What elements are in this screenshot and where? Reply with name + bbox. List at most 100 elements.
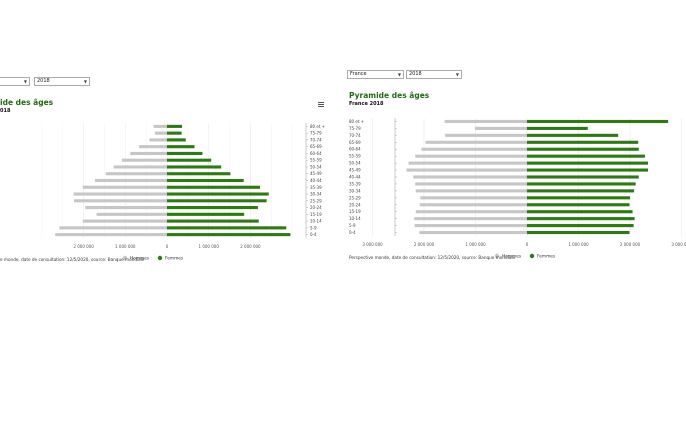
year-select[interactable]: 2018 ▼ — [406, 70, 462, 79]
y-tick-label: 20-24 — [349, 202, 361, 207]
bar-femmes — [167, 185, 260, 189]
bar-femmes — [167, 124, 183, 128]
y-tick-label: 55-59 — [310, 158, 322, 163]
x-tick-label: 3 000 000 — [362, 242, 383, 247]
x-tick-label: 2 000 000 — [620, 242, 641, 247]
y-tick-label: 15-19 — [310, 212, 322, 217]
y-tick-label: 30-34 — [310, 192, 322, 197]
bar-hommes — [415, 182, 527, 186]
bar-femmes — [527, 210, 633, 214]
x-tick-label: 0 — [166, 244, 169, 249]
y-tick-label: 75-79 — [349, 126, 361, 131]
bar-femmes — [527, 217, 635, 221]
caret-down-icon: ▼ — [23, 79, 27, 84]
chart-subtitle: France 2018 — [349, 101, 384, 107]
caret-down-icon: ▼ — [83, 79, 87, 84]
bar-femmes — [527, 189, 635, 193]
bar-hommes — [413, 175, 527, 179]
bar-hommes — [139, 145, 167, 149]
right-chart-panel: France ▼ 2018 ▼ Pyramide des âges France… — [345, 0, 686, 430]
country-select[interactable]: France ▼ — [347, 70, 404, 79]
bar-femmes — [167, 226, 287, 230]
y-tick-label: 5-9 — [310, 225, 317, 230]
y-tick-label: 35-39 — [349, 181, 361, 186]
year-select-value: 2018 — [409, 71, 422, 77]
y-tick-label: 80 et + — [349, 119, 364, 124]
x-tick-label: 3 000 000 — [671, 242, 686, 247]
y-tick-label: 10-14 — [310, 219, 322, 224]
y-tick-label: 65-69 — [310, 144, 322, 149]
bar-hommes — [406, 168, 527, 172]
legend-label-femmes: Femmes — [537, 254, 556, 260]
y-tick-label: 30-34 — [349, 188, 361, 193]
bar-femmes — [527, 154, 645, 158]
year-select[interactable]: 2018 ▼ — [34, 77, 90, 86]
bar-hommes — [130, 151, 167, 155]
x-tick-label: 1 000 000 — [115, 244, 136, 249]
x-tick-label: 1 000 000 — [465, 242, 486, 247]
y-tick-label: 65-69 — [349, 140, 361, 145]
bar-hommes — [113, 165, 167, 169]
year-select-value: 2018 — [37, 78, 50, 84]
bar-femmes — [527, 182, 636, 186]
bar-femmes — [527, 119, 669, 124]
y-tick-label: 15-19 — [349, 209, 361, 214]
bar-femmes — [167, 178, 244, 183]
y-tick-label: 0-4 — [310, 232, 317, 237]
bar-hommes — [59, 226, 167, 230]
bar-femmes — [167, 158, 212, 162]
x-tick-label: 2 000 000 — [240, 244, 261, 249]
bar-femmes — [527, 196, 630, 200]
bar-hommes — [74, 199, 167, 203]
hamburger-menu-icon[interactable] — [318, 102, 324, 109]
bar-hommes — [121, 158, 167, 162]
chart-subtitle: 018 — [0, 108, 11, 114]
legend-label-hommes: Hommes — [502, 254, 522, 260]
y-tick-label: 50-54 — [349, 161, 361, 166]
chart-title: ide des âges — [0, 98, 54, 107]
y-tick-label: 45-49 — [310, 171, 322, 176]
bar-hommes — [474, 126, 527, 130]
y-tick-label: 25-29 — [349, 195, 361, 200]
legend-label-hommes: Hommes — [130, 256, 150, 262]
bar-femmes — [167, 145, 195, 149]
y-tick-label: 50-54 — [310, 164, 322, 169]
bar-hommes — [55, 233, 167, 237]
bar-femmes — [527, 161, 649, 165]
bar-femmes — [167, 233, 291, 237]
bar-femmes — [167, 165, 222, 169]
bar-hommes — [419, 203, 527, 207]
bar-femmes — [527, 203, 630, 207]
chart-caption: Perspective monde, date de consultation:… — [349, 255, 516, 260]
bar-femmes — [527, 133, 619, 137]
bar-femmes — [167, 199, 267, 203]
bar-femmes — [527, 175, 639, 179]
bar-hommes — [94, 178, 167, 183]
y-tick-label: 0-4 — [349, 230, 356, 235]
y-tick-label: 40-44 — [310, 178, 322, 183]
y-tick-label: 70-74 — [310, 137, 322, 142]
y-tick-label: 45-49 — [349, 168, 361, 173]
bar-femmes — [527, 230, 630, 235]
bar-hommes — [149, 138, 167, 142]
bar-hommes — [425, 140, 527, 144]
left-chart-panel: ▼ 2018 ▼ ide des âges 018 80 et + 75-79 70… — [0, 0, 330, 430]
chart-title: Pyramide des âges — [349, 91, 430, 100]
bar-femmes — [167, 206, 258, 210]
caret-down-icon: ▼ — [397, 72, 401, 77]
legend-marker-femmes — [157, 255, 163, 261]
pyramid-chart-right: 80 et + 75-79 70-74 65-69 60-64 55-59 50-54 45-… — [349, 118, 686, 260]
legend-marker-hommes — [494, 253, 500, 259]
bar-femmes — [167, 219, 259, 223]
bar-hommes — [85, 206, 167, 210]
y-tick-label: 20-24 — [310, 205, 322, 210]
x-tick-label: 2 000 000 — [73, 244, 94, 249]
bar-hommes — [82, 219, 167, 223]
bar-hommes — [414, 217, 527, 221]
country-select[interactable]: ▼ — [0, 77, 30, 86]
legend-marker-femmes — [529, 253, 535, 259]
bar-femmes — [167, 151, 203, 155]
country-select-value: France — [350, 71, 367, 77]
bar-hommes — [415, 189, 527, 193]
